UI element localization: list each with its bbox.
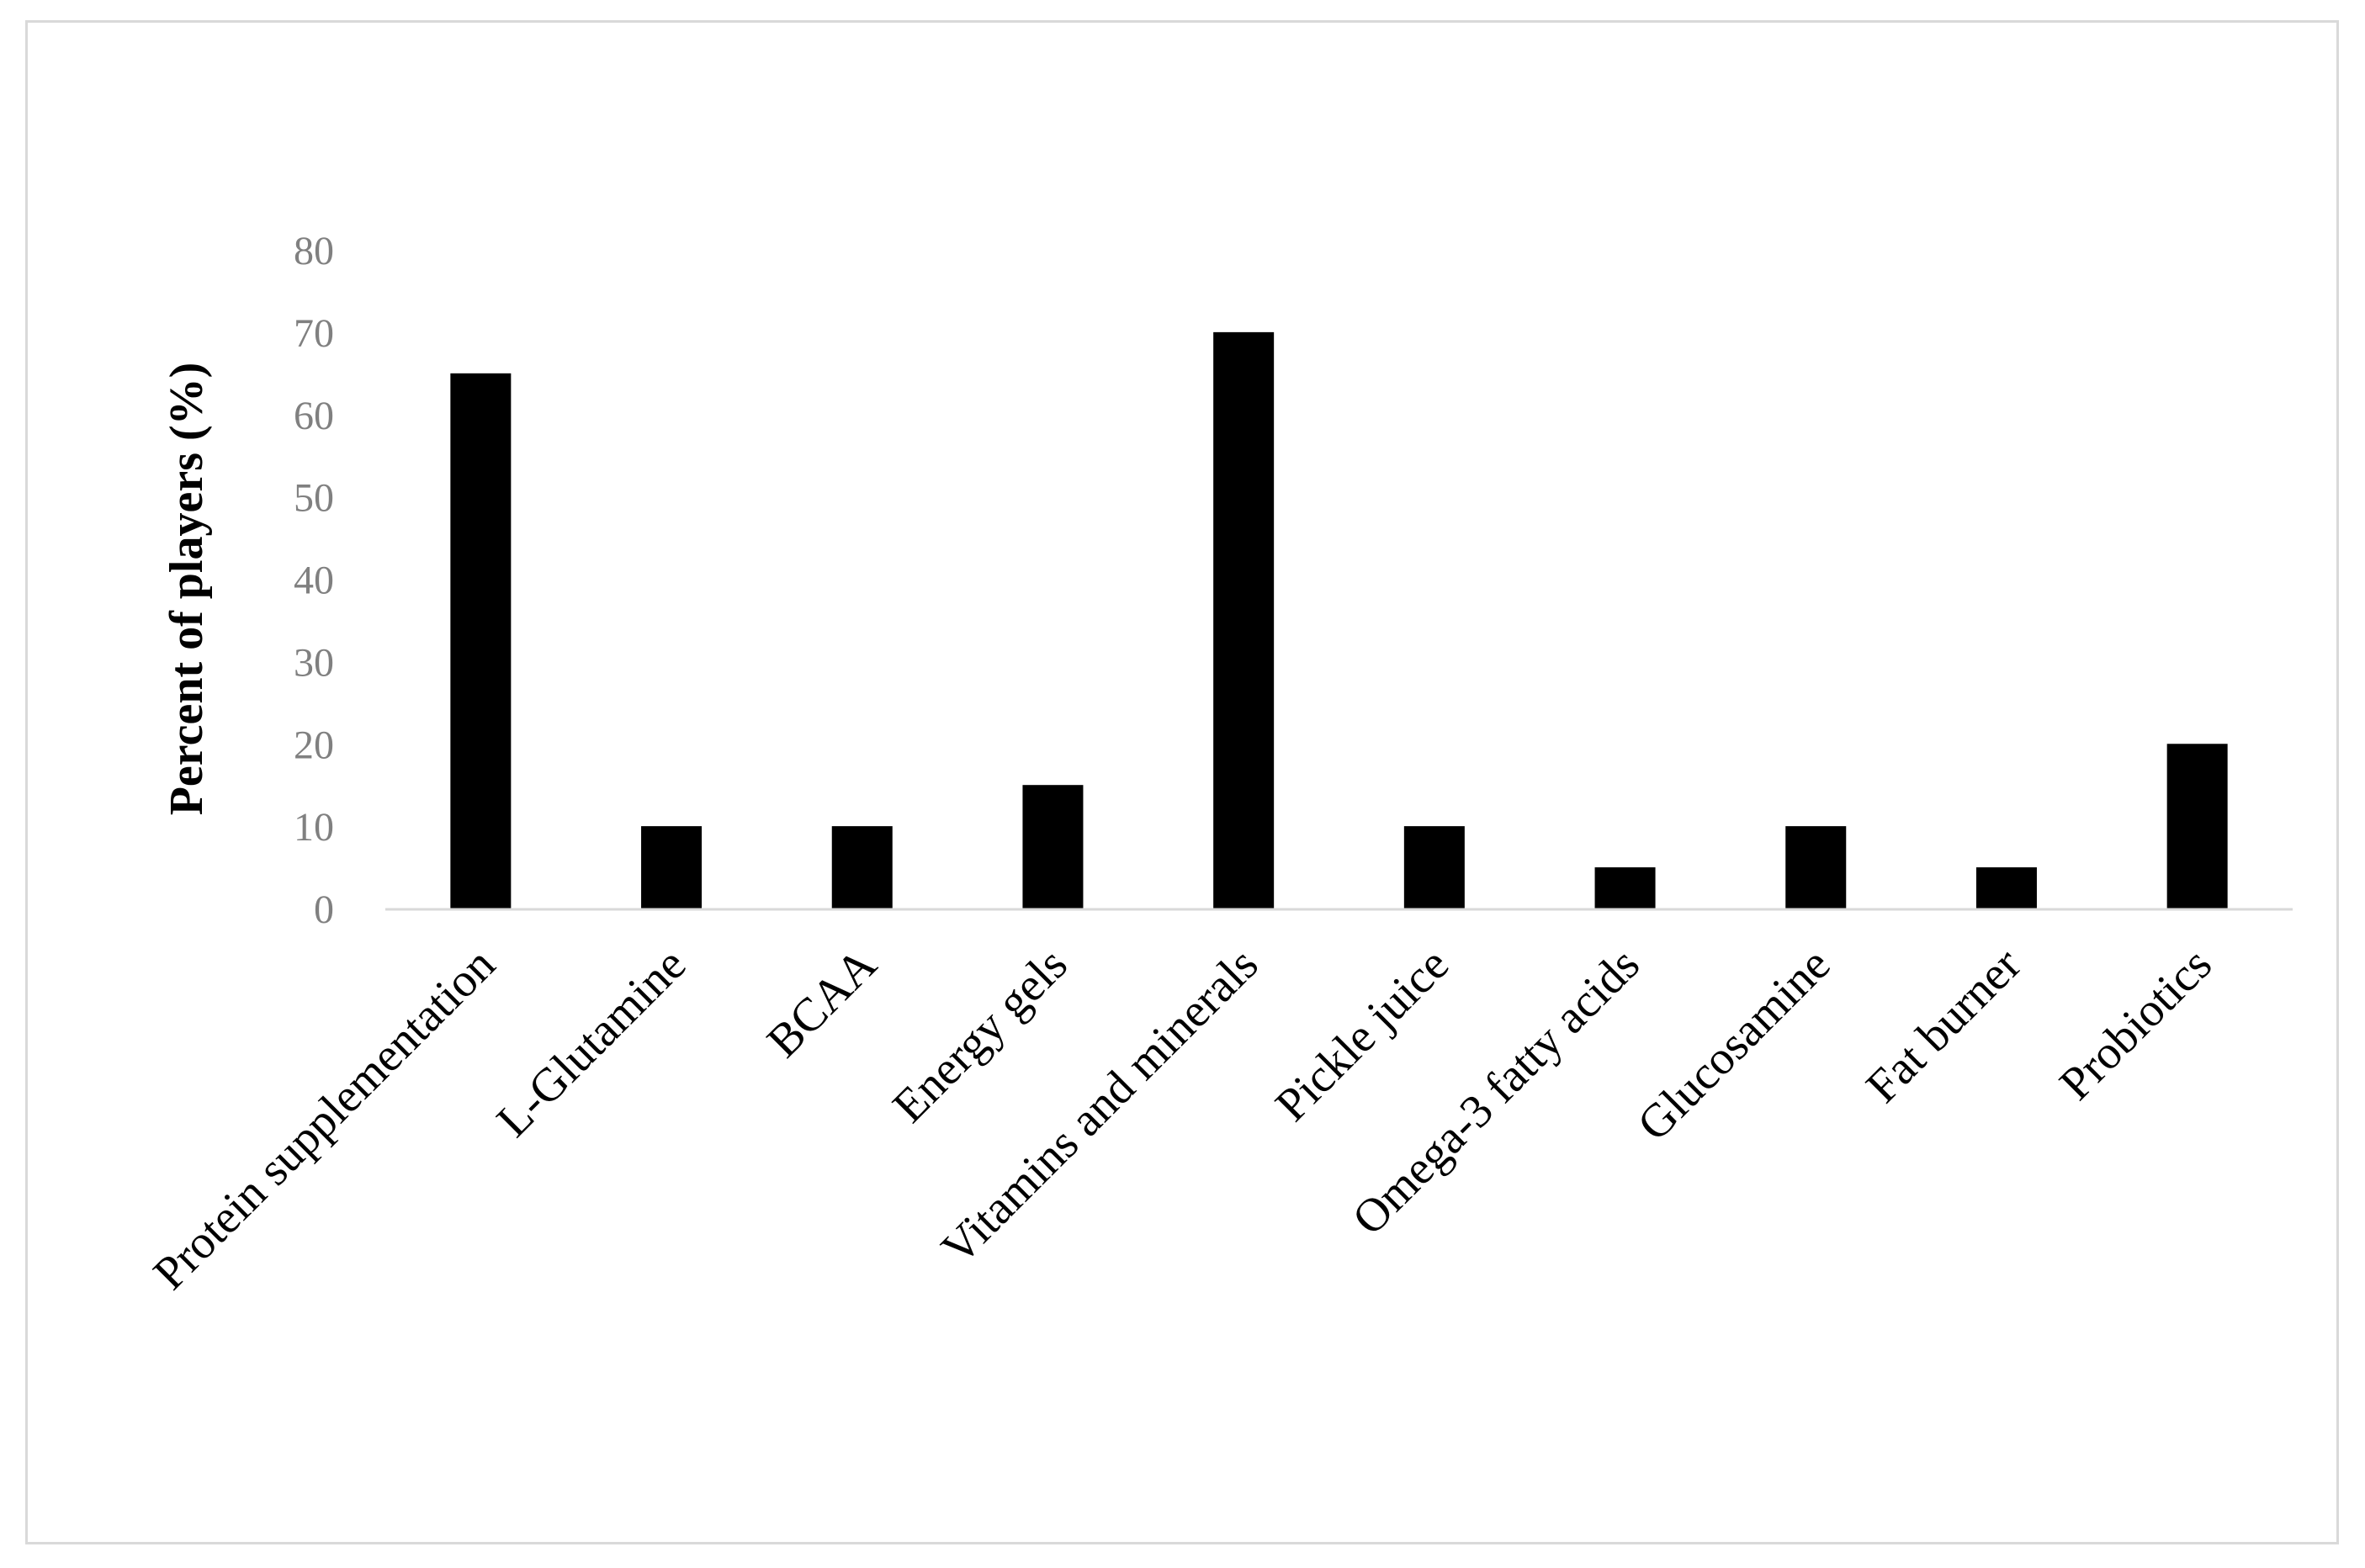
bar <box>641 826 703 908</box>
y-tick-label: 80 <box>294 229 334 273</box>
y-axis-ticks: 0 10 20 30 40 50 60 70 80 <box>294 229 334 932</box>
y-tick-label: 20 <box>294 723 334 767</box>
bar <box>831 826 893 908</box>
y-tick-label: 50 <box>294 476 334 521</box>
bar <box>1785 826 1847 908</box>
x-category-label: Fat burner <box>1856 938 2031 1113</box>
bar <box>1022 785 1084 908</box>
chart-frame <box>25 20 2339 1544</box>
bar <box>1213 331 1275 908</box>
bars <box>450 331 2228 908</box>
x-category-label: Pickle juice <box>1265 938 1459 1131</box>
bar <box>450 373 512 908</box>
y-axis-title: Percent of players (%) <box>161 363 213 816</box>
x-category-label: Vitamins and minerals <box>931 938 1268 1274</box>
bar <box>1403 826 1465 908</box>
x-category-label: Energy gels <box>883 938 1077 1132</box>
y-tick-label: 70 <box>294 311 334 356</box>
y-tick-label: 30 <box>294 640 334 685</box>
x-category-label: Probiotics <box>2049 938 2221 1110</box>
bar <box>2166 744 2228 908</box>
x-category-label: BCAA <box>757 938 887 1067</box>
y-tick-label: 40 <box>294 559 334 603</box>
bar <box>1975 867 2037 908</box>
x-category-label: Protein supplementation <box>144 938 506 1300</box>
bar <box>1594 867 1656 908</box>
y-tick-label: 0 <box>314 887 334 932</box>
y-tick-label: 60 <box>294 394 334 438</box>
x-category-label: L-Glutamine <box>487 938 696 1147</box>
y-tick-label: 10 <box>294 805 334 850</box>
x-category-label: Glucosamine <box>1628 938 1841 1151</box>
